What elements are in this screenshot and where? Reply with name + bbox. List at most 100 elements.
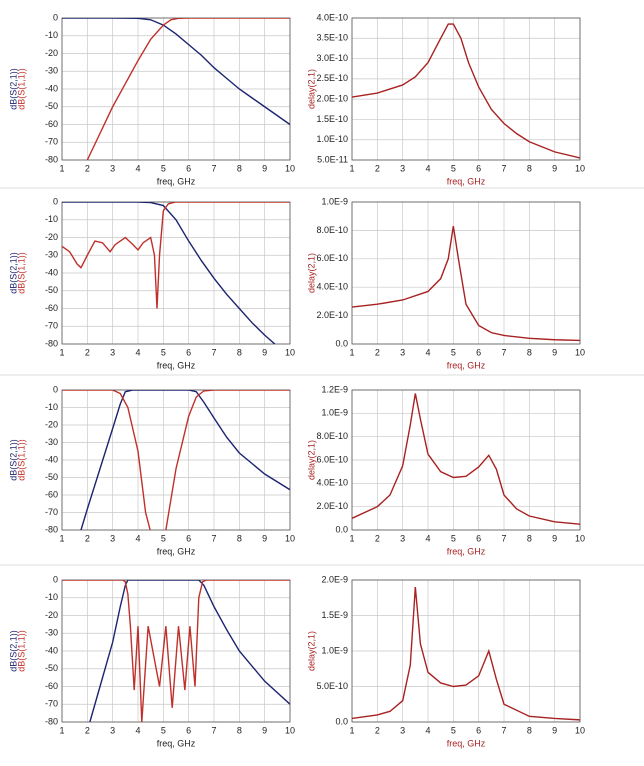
plot-frame [351, 201, 581, 345]
y-tick-label: 2.0E-10 [316, 310, 348, 320]
series-line [86, 18, 290, 160]
x-tick-label: 3 [400, 725, 405, 735]
x-tick-label: 9 [552, 163, 557, 173]
x-tick-label: 5 [161, 347, 166, 357]
y-axis-label: delay(2,1) [306, 631, 316, 671]
plot-frame [351, 579, 581, 723]
y-tick-label: -10 [45, 30, 58, 40]
x-axis-label: freq, GHz [157, 738, 196, 748]
x-axis-label: freq, GHz [157, 546, 196, 556]
y-tick-label: -80 [45, 338, 58, 348]
y-axis-label: dB(S(2,1)) [8, 252, 18, 294]
y-tick-label: -80 [45, 716, 58, 726]
y-tick-label: 1.0E-9 [321, 196, 348, 206]
y-tick-label: 6.0E-10 [316, 253, 348, 263]
x-tick-label: 8 [237, 725, 242, 735]
x-tick-label: 1 [349, 347, 354, 357]
x-tick-label: 9 [262, 347, 267, 357]
y-axis-label: delay(2,1) [306, 253, 316, 293]
x-tick-label: 6 [186, 533, 191, 543]
x-tick-label: 4 [425, 163, 430, 173]
x-tick-label: 10 [575, 163, 585, 173]
x-tick-label: 8 [527, 725, 532, 735]
y-axis-label: dB(S(2,1)) [8, 439, 18, 481]
y-tick-label: 2.0E-10 [316, 94, 348, 104]
x-tick-label: 3 [110, 163, 115, 173]
y-tick-label: 0 [53, 196, 58, 206]
series-line [352, 23, 580, 159]
x-tick-label: 5 [451, 725, 456, 735]
x-tick-label: 9 [262, 725, 267, 735]
x-axis-label: freq, GHz [157, 360, 196, 370]
y-tick-label: -60 [45, 119, 58, 129]
y-tick-label: -20 [45, 48, 58, 58]
x-tick-label: 9 [262, 163, 267, 173]
y-tick-label: 0 [53, 12, 58, 22]
y-tick-label: -50 [45, 663, 58, 673]
x-tick-label: 6 [476, 725, 481, 735]
x-tick-label: 3 [400, 163, 405, 173]
x-tick-label: 3 [400, 347, 405, 357]
y-tick-label: 1.5E-10 [316, 114, 348, 124]
y-axis-label: delay(2,1) [306, 440, 316, 480]
x-tick-label: 10 [285, 347, 295, 357]
y-tick-label: 1.5E-9 [321, 610, 348, 620]
y-tick-label: -10 [45, 214, 58, 224]
y-tick-label: 0.0 [335, 338, 348, 348]
y-tick-label: -40 [45, 454, 58, 464]
series-line [352, 226, 580, 342]
y-tick-label: 3.5E-10 [316, 33, 348, 43]
y-tick-label: -40 [45, 83, 58, 93]
x-tick-label: 4 [425, 347, 430, 357]
x-tick-label: 2 [375, 163, 380, 173]
y-tick-label: 3.0E-10 [316, 53, 348, 63]
x-tick-label: 6 [186, 725, 191, 735]
y-tick-label: 0 [53, 574, 58, 584]
series-line [352, 393, 580, 525]
series-line [62, 202, 290, 309]
x-tick-label: 10 [575, 347, 585, 357]
y-tick-label: 2.5E-10 [316, 73, 348, 83]
series-line [62, 390, 290, 530]
series-line [89, 580, 290, 722]
y-tick-label: 5.0E-11 [317, 154, 348, 164]
x-axis-label: freq, GHz [447, 360, 486, 370]
y-tick-label: -70 [45, 137, 58, 147]
x-tick-label: 9 [552, 725, 557, 735]
x-tick-label: 9 [552, 533, 557, 543]
plot-frame [351, 389, 581, 531]
y-tick-label: 8.0E-10 [316, 225, 348, 235]
x-tick-label: 2 [85, 725, 90, 735]
y-tick-label: 0 [53, 384, 58, 394]
y-tick-label: -50 [45, 285, 58, 295]
y-tick-label: 2.0E-10 [316, 501, 348, 511]
x-tick-label: 8 [527, 533, 532, 543]
x-tick-label: 1 [59, 533, 64, 543]
x-tick-label: 9 [552, 347, 557, 357]
y-tick-label: 1.0E-9 [321, 645, 348, 655]
y-tick-label: -10 [45, 592, 58, 602]
y-tick-label: -30 [45, 66, 58, 76]
y-axis-label: dB(S(1,1)) [16, 252, 26, 294]
x-tick-label: 4 [135, 347, 140, 357]
x-tick-label: 4 [135, 533, 140, 543]
x-axis-label: freq, GHz [447, 738, 486, 748]
x-tick-label: 3 [110, 347, 115, 357]
x-tick-label: 4 [425, 533, 430, 543]
x-tick-label: 5 [451, 533, 456, 543]
y-tick-label: 1.0E-10 [316, 134, 348, 144]
x-tick-label: 6 [476, 163, 481, 173]
x-tick-label: 5 [451, 347, 456, 357]
y-axis-label: dB(S(1,1)) [16, 439, 26, 481]
x-tick-label: 5 [161, 533, 166, 543]
y-tick-label: -20 [45, 232, 58, 242]
y-tick-label: 1.0E-9 [321, 408, 348, 418]
x-tick-label: 3 [400, 533, 405, 543]
y-tick-label: 4.0E-10 [316, 282, 348, 292]
x-tick-label: 8 [237, 533, 242, 543]
y-tick-label: -60 [45, 489, 58, 499]
y-tick-label: 0.0 [335, 524, 348, 534]
y-tick-label: -20 [45, 419, 58, 429]
y-axis-label: dB(S(1,1)) [16, 68, 26, 110]
